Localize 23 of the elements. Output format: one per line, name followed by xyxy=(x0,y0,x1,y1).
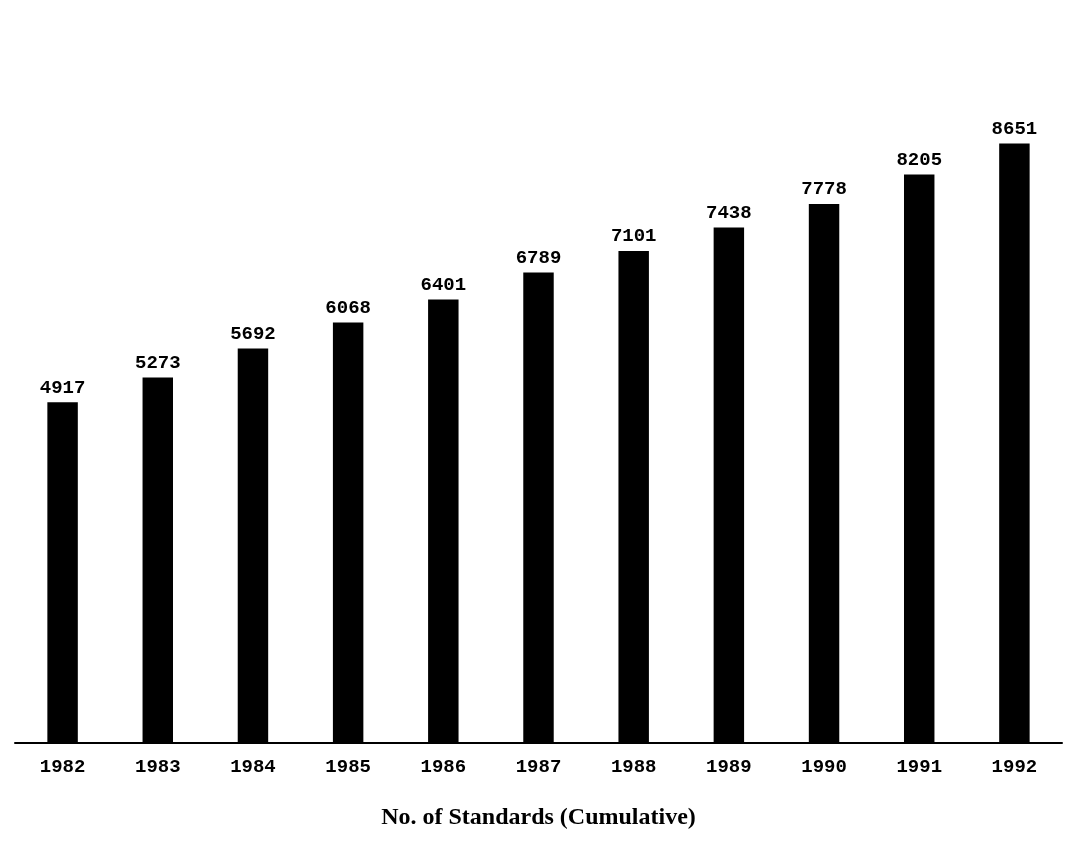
x-tick-label: 1984 xyxy=(230,755,276,778)
data-label: 5273 xyxy=(134,352,181,375)
x-tick-label: 1990 xyxy=(801,755,847,778)
x-tick-label: 1989 xyxy=(706,755,752,778)
data-label: 6068 xyxy=(325,296,371,319)
x-tick-label: 1992 xyxy=(991,755,1038,778)
data-label: 8205 xyxy=(896,148,943,171)
text: No. of Standards (Cumulative) xyxy=(381,803,696,829)
data-label: 8651 xyxy=(991,117,1038,140)
data-label: 6401 xyxy=(420,273,467,296)
data-label: 7778 xyxy=(801,178,847,201)
x-tick-label: 1985 xyxy=(325,755,371,778)
x-tick-label: 1983 xyxy=(134,755,181,778)
x-tick-label: 1987 xyxy=(515,755,562,778)
data-label: 7101 xyxy=(610,225,657,248)
data-label: 5692 xyxy=(230,323,276,346)
x-tick-label: 1982 xyxy=(39,755,86,778)
x-tick-label: 1986 xyxy=(420,755,467,778)
x-tick-label: 1988 xyxy=(610,755,657,778)
data-label: 4917 xyxy=(39,376,86,399)
data-label: 6789 xyxy=(515,247,562,270)
data-label: 7438 xyxy=(706,202,752,225)
x-tick-label: 1991 xyxy=(896,755,943,778)
